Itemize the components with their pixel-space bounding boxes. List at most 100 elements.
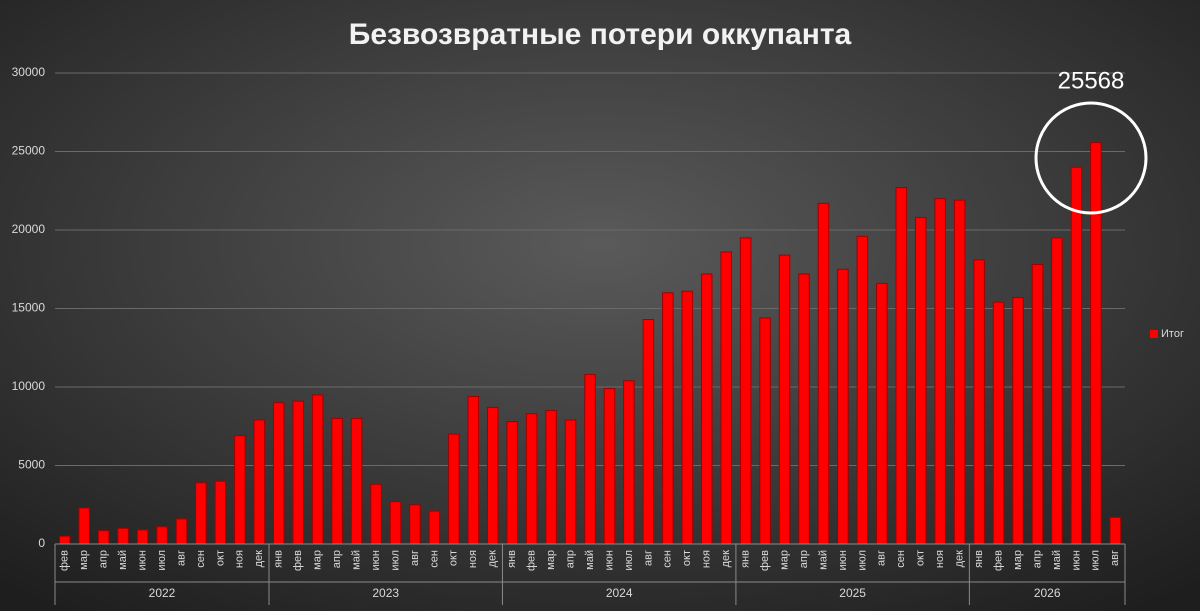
x-tick-label: авг xyxy=(876,550,888,566)
x-tick-label: мар xyxy=(545,550,557,570)
bar xyxy=(973,259,985,545)
y-tick-label: 25000 xyxy=(12,144,46,158)
x-tick-label: май xyxy=(350,550,362,570)
bar xyxy=(564,419,577,545)
x-tick-label: авг xyxy=(642,550,654,566)
x-tick-label: май xyxy=(117,550,129,570)
x-tick-label: ноя xyxy=(701,550,713,568)
bar xyxy=(292,400,304,545)
x-tick-label: июн xyxy=(136,550,148,570)
bar xyxy=(1070,166,1083,545)
bar xyxy=(486,406,499,545)
x-tick-label: мар xyxy=(778,550,790,570)
x-tick-label: янв xyxy=(273,550,285,568)
bar xyxy=(739,237,752,545)
x-tick-label: мар xyxy=(78,550,90,570)
bar xyxy=(681,290,694,545)
bar xyxy=(642,318,655,545)
x-tick-label: ноя xyxy=(467,550,479,568)
x-tick-label: июл xyxy=(623,550,635,571)
bar xyxy=(389,501,402,545)
bar xyxy=(311,394,324,545)
bar xyxy=(895,187,908,545)
group-label: 2023 xyxy=(372,586,399,600)
x-tick-label: июн xyxy=(837,550,849,570)
x-tick-label: июн xyxy=(603,550,615,570)
x-tick-label: сен xyxy=(195,550,207,568)
x-tick-label: дек xyxy=(720,550,732,568)
bar xyxy=(525,413,538,545)
bar xyxy=(837,268,849,545)
bar xyxy=(409,504,421,545)
x-tick-label: ноя xyxy=(234,550,246,568)
bar xyxy=(992,301,1005,545)
bar xyxy=(603,388,616,545)
x-tick-label: фев xyxy=(759,550,771,571)
x-tick-label: янв xyxy=(973,550,985,568)
bar xyxy=(506,421,518,545)
bar xyxy=(1051,237,1063,545)
x-tick-label: апр xyxy=(331,550,343,568)
x-tick-label: апр xyxy=(564,550,576,568)
bar xyxy=(448,433,460,545)
x-tick-label: июл xyxy=(856,550,868,571)
bar xyxy=(545,410,557,545)
y-tick-label: 0 xyxy=(38,536,45,550)
x-tick-label: мар xyxy=(312,550,324,570)
x-tick-label: апр xyxy=(98,550,110,568)
x-tick-label: июн xyxy=(1070,550,1082,570)
x-tick-label: июл xyxy=(1090,550,1102,571)
y-tick-label: 20000 xyxy=(12,222,46,236)
legend-label: Итог xyxy=(1161,328,1184,340)
group-label: 2022 xyxy=(149,586,176,600)
bar xyxy=(234,435,246,545)
x-tick-label: ноя xyxy=(934,550,946,568)
bar xyxy=(331,417,343,545)
bar xyxy=(428,510,441,545)
x-tick-label: июл xyxy=(389,550,401,571)
x-tick-label: фев xyxy=(292,550,304,571)
x-tick-label: окт xyxy=(214,550,226,566)
x-tick-label: май xyxy=(817,550,829,570)
bar xyxy=(1109,516,1122,545)
bar xyxy=(759,317,771,545)
bar xyxy=(1031,264,1044,545)
x-tick-label: сен xyxy=(895,550,907,568)
bar xyxy=(798,273,810,545)
y-tick-label: 30000 xyxy=(12,65,46,79)
bar xyxy=(662,292,674,545)
x-tick-label: май xyxy=(1051,550,1063,570)
bar xyxy=(175,518,188,545)
x-tick-label: авг xyxy=(409,550,421,566)
bar xyxy=(78,507,90,545)
x-tick-label: фев xyxy=(526,550,538,571)
bar xyxy=(914,216,927,545)
bar xyxy=(350,417,363,545)
x-tick-label: июл xyxy=(156,550,168,571)
bar xyxy=(156,526,168,545)
y-tick-label: 10000 xyxy=(12,379,46,393)
bar xyxy=(1012,297,1024,545)
x-tick-label: мар xyxy=(1012,550,1024,570)
x-tick-label: янв xyxy=(740,550,752,568)
x-tick-label: окт xyxy=(915,550,927,566)
x-tick-label: авг xyxy=(175,550,187,566)
bar xyxy=(467,395,480,545)
x-tick-label: сен xyxy=(662,550,674,568)
x-tick-label: янв xyxy=(506,550,518,568)
bar xyxy=(584,373,596,545)
x-tick-label: авг xyxy=(1109,550,1121,566)
bar xyxy=(817,202,830,545)
bar xyxy=(720,251,732,545)
bar xyxy=(195,482,207,545)
x-tick-label: сен xyxy=(428,550,440,568)
bar xyxy=(58,535,71,545)
bar xyxy=(97,530,110,545)
bar xyxy=(253,419,266,545)
x-tick-label: окт xyxy=(448,550,460,566)
bar xyxy=(370,483,382,545)
bar xyxy=(934,198,946,545)
x-tick-label: дек xyxy=(487,550,499,568)
chart-title: Безвозвратные потери оккупанта xyxy=(349,18,852,51)
